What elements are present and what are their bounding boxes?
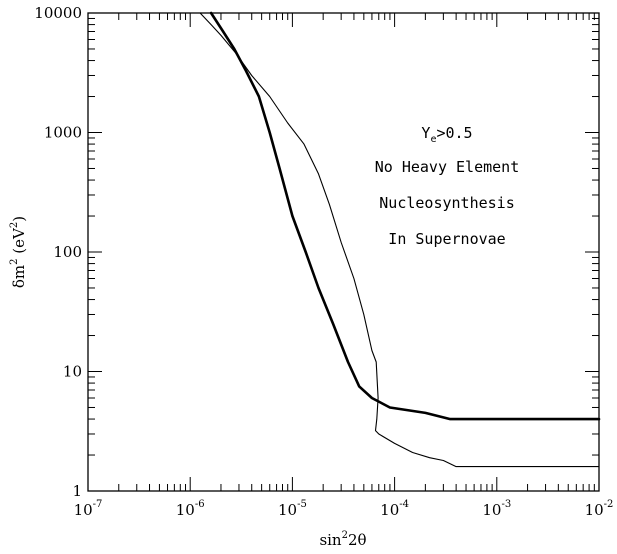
y-tick-label: 10000 <box>34 4 82 22</box>
x-tick-label: 10-2 <box>585 499 614 519</box>
x-tick-label: 10-5 <box>278 499 307 519</box>
y-tick-label: 100 <box>53 243 82 261</box>
x-tick-label: 10-3 <box>482 499 511 519</box>
y-tick-label: 10 <box>63 363 82 381</box>
axis-tick-labels: 10-7 10-6 10-5 10-4 10-3 10-2 1 10 100 1000 10000 <box>34 4 613 519</box>
x-tick-label: 10-7 <box>74 499 103 519</box>
y-axis-title: δm2 (eV2) <box>9 216 28 288</box>
annotation: Ye>0.5 No Heavy Element Nucleosynthesis … <box>375 124 520 248</box>
annotation-line-4: In Supernovae <box>388 230 505 248</box>
x-tick-label: 10-4 <box>380 499 409 519</box>
annotation-line-1: Ye>0.5 <box>421 124 472 145</box>
y-tick-label: 1000 <box>44 124 82 142</box>
series-line-thick <box>211 13 599 419</box>
x-tick-label: 10-6 <box>176 499 205 519</box>
y-tick-label: 1 <box>72 482 82 500</box>
annotation-line-2: No Heavy Element <box>375 158 520 176</box>
x-axis-title: sin22θ <box>319 530 366 549</box>
annotation-line-3: Nucleosynthesis <box>379 194 514 212</box>
